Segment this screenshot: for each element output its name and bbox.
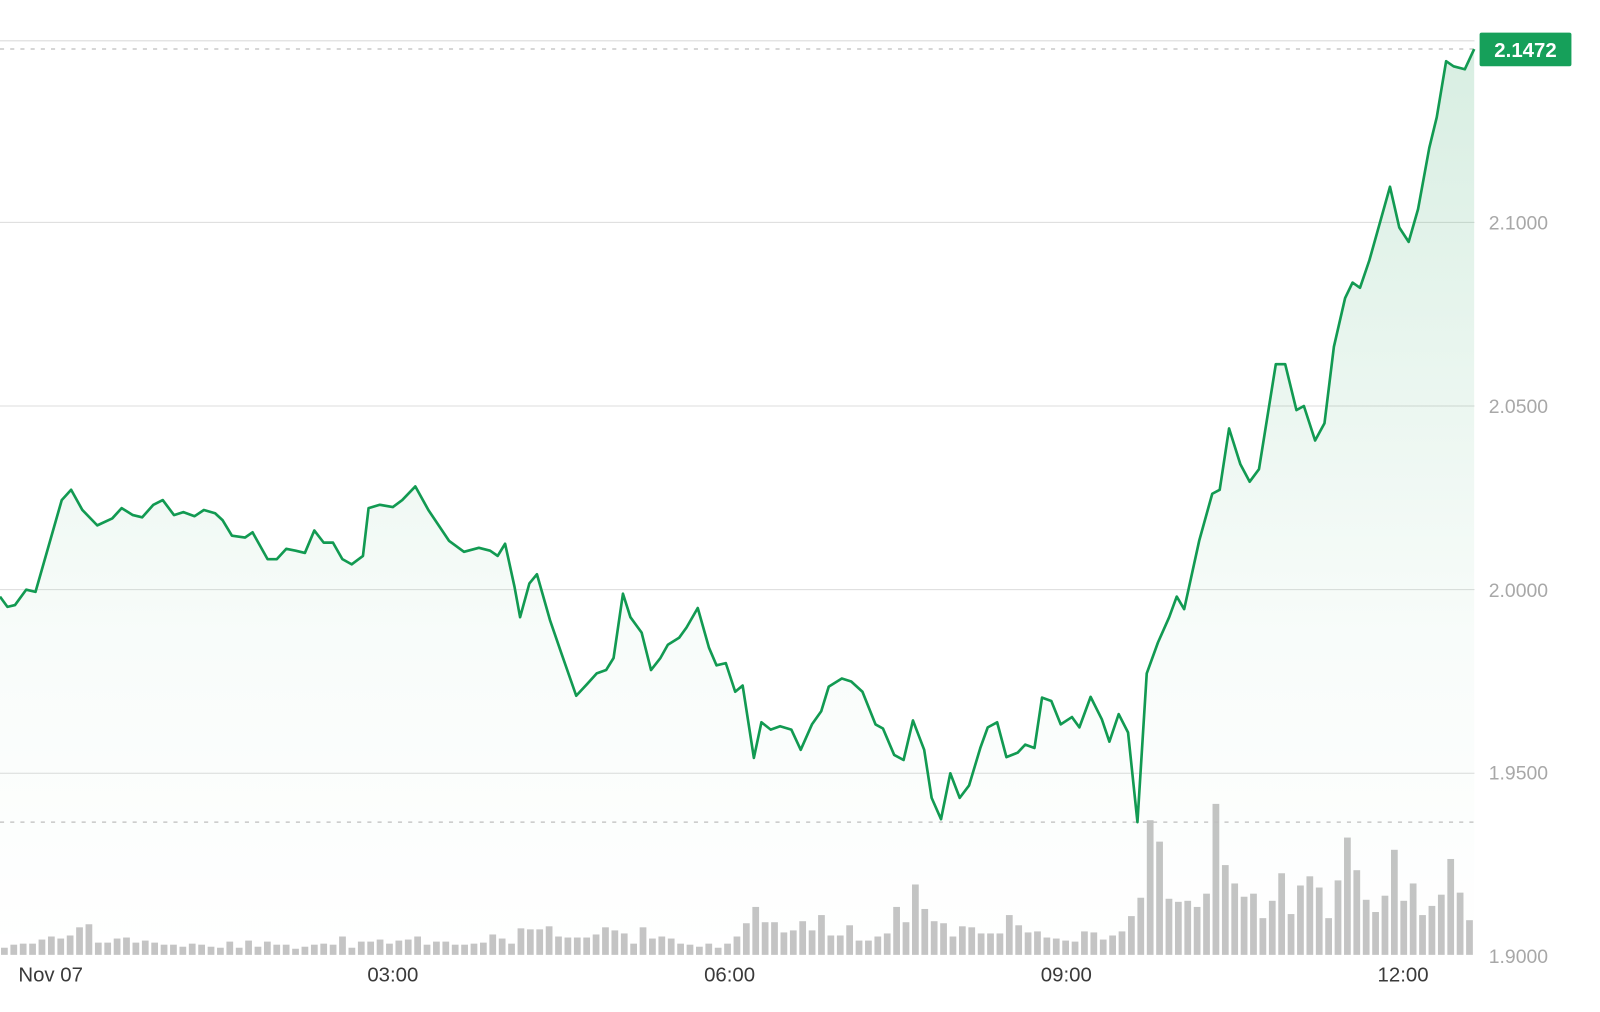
y-tick-label: 2.1000 xyxy=(1489,213,1548,235)
x-axis: Nov 07 03:00 06:00 09:00 12:00 xyxy=(18,964,1428,986)
y-tick-label: 1.9000 xyxy=(1489,946,1548,968)
y-tick-label: 2.0000 xyxy=(1489,580,1548,602)
x-tick-label: Nov 07 xyxy=(18,964,83,986)
last-price-label: 2.1472 xyxy=(1494,40,1556,62)
x-tick-label: 12:00 xyxy=(1378,964,1429,986)
y-axis: 2.1000 2.0500 2.0000 1.9500 1.9000 xyxy=(1489,213,1548,968)
price-area-fill xyxy=(0,49,1475,955)
last-price-badge: 2.1472 xyxy=(1479,32,1572,67)
x-tick-label: 03:00 xyxy=(367,964,418,986)
price-line xyxy=(0,48,1476,824)
x-tick-label: 09:00 xyxy=(1041,964,1092,986)
y-tick-label: 2.0500 xyxy=(1489,396,1548,418)
y-tick-label: 1.9500 xyxy=(1489,762,1548,784)
x-tick-label: 06:00 xyxy=(704,964,755,986)
